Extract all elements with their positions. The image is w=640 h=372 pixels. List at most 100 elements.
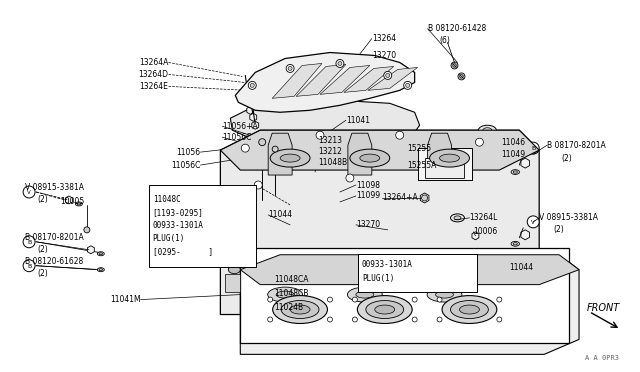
Ellipse shape [513,243,517,245]
Text: 11041M: 11041M [110,295,141,304]
Polygon shape [252,121,259,129]
Bar [358,254,477,292]
Ellipse shape [273,296,328,324]
Ellipse shape [99,253,102,255]
Ellipse shape [460,305,479,314]
Ellipse shape [440,154,460,162]
Circle shape [527,142,539,154]
Ellipse shape [281,301,319,318]
Ellipse shape [511,241,520,246]
Circle shape [437,317,442,322]
Ellipse shape [436,291,454,298]
Bar [225,190,240,208]
Polygon shape [240,255,579,355]
Ellipse shape [451,301,488,318]
Ellipse shape [348,287,382,302]
Circle shape [458,73,465,80]
Ellipse shape [454,216,461,220]
Text: [0295-      ]: [0295- ] [152,247,212,256]
Circle shape [268,317,273,322]
Text: (2): (2) [37,269,48,278]
Polygon shape [220,130,539,170]
Circle shape [422,195,428,201]
Polygon shape [348,133,372,175]
Polygon shape [344,67,394,92]
Circle shape [259,139,266,146]
Ellipse shape [476,140,492,149]
Text: 15255A: 15255A [408,161,437,170]
Polygon shape [420,193,429,203]
Polygon shape [247,106,253,114]
Text: PLUG(1): PLUG(1) [152,234,185,243]
Text: 13213: 13213 [318,136,342,145]
Ellipse shape [228,266,240,274]
Text: V 08915-3381A: V 08915-3381A [25,183,84,192]
Circle shape [268,297,273,302]
Text: FRONT: FRONT [587,302,620,312]
Text: 00933-1301A: 00933-1301A [152,221,204,230]
Circle shape [328,297,332,302]
Ellipse shape [290,305,310,314]
Text: 11048CA: 11048CA [274,275,308,284]
Text: 13264D: 13264D [139,70,168,79]
Text: 11044: 11044 [268,211,292,219]
Text: 11099: 11099 [356,192,380,201]
Ellipse shape [479,142,488,147]
Ellipse shape [97,252,104,256]
Text: B: B [27,240,31,245]
Circle shape [384,71,392,79]
Circle shape [497,317,502,322]
Text: B 08120-61428: B 08120-61428 [428,24,486,33]
Polygon shape [272,64,322,98]
Text: 11048CB: 11048CB [274,289,308,298]
Polygon shape [268,133,292,175]
Polygon shape [368,67,418,90]
Text: 11056: 11056 [177,148,200,157]
Bar [225,274,240,292]
Text: 13212: 13212 [318,147,342,155]
Text: 11041: 11041 [346,116,370,125]
Ellipse shape [511,170,520,174]
Text: (2): (2) [37,195,48,205]
Polygon shape [240,255,579,285]
Circle shape [497,297,502,302]
Text: 11056C: 11056C [171,161,200,170]
Ellipse shape [513,171,517,173]
Ellipse shape [483,128,492,133]
Text: 10006: 10006 [474,227,498,236]
Circle shape [248,81,256,89]
Circle shape [346,174,354,182]
Text: V: V [28,190,31,195]
Ellipse shape [356,291,374,298]
Text: [1193-0295]: [1193-0295] [152,208,204,217]
Ellipse shape [99,269,102,271]
Text: (2): (2) [561,154,572,163]
Text: A A 0PR3: A A 0PR3 [585,355,619,361]
Ellipse shape [427,287,462,302]
Text: 13264E: 13264E [140,82,168,91]
Text: 13264: 13264 [372,34,396,43]
Circle shape [286,64,294,73]
Bar [148,185,256,267]
Polygon shape [230,100,420,142]
Bar [225,246,240,264]
Circle shape [23,236,35,248]
Circle shape [23,186,35,198]
Text: 11046: 11046 [501,138,525,147]
Text: 11024B: 11024B [274,303,303,312]
Ellipse shape [360,154,380,162]
Polygon shape [521,230,529,240]
Text: 11056+A: 11056+A [222,122,258,131]
Circle shape [404,81,412,89]
Ellipse shape [228,231,240,239]
Circle shape [451,62,458,69]
Circle shape [396,131,404,139]
Polygon shape [320,65,370,94]
Ellipse shape [350,149,390,167]
Ellipse shape [375,305,395,314]
Polygon shape [88,246,94,254]
Text: (2): (2) [553,225,564,234]
Circle shape [338,61,342,65]
Text: 11048C: 11048C [152,195,180,204]
Circle shape [336,60,344,67]
